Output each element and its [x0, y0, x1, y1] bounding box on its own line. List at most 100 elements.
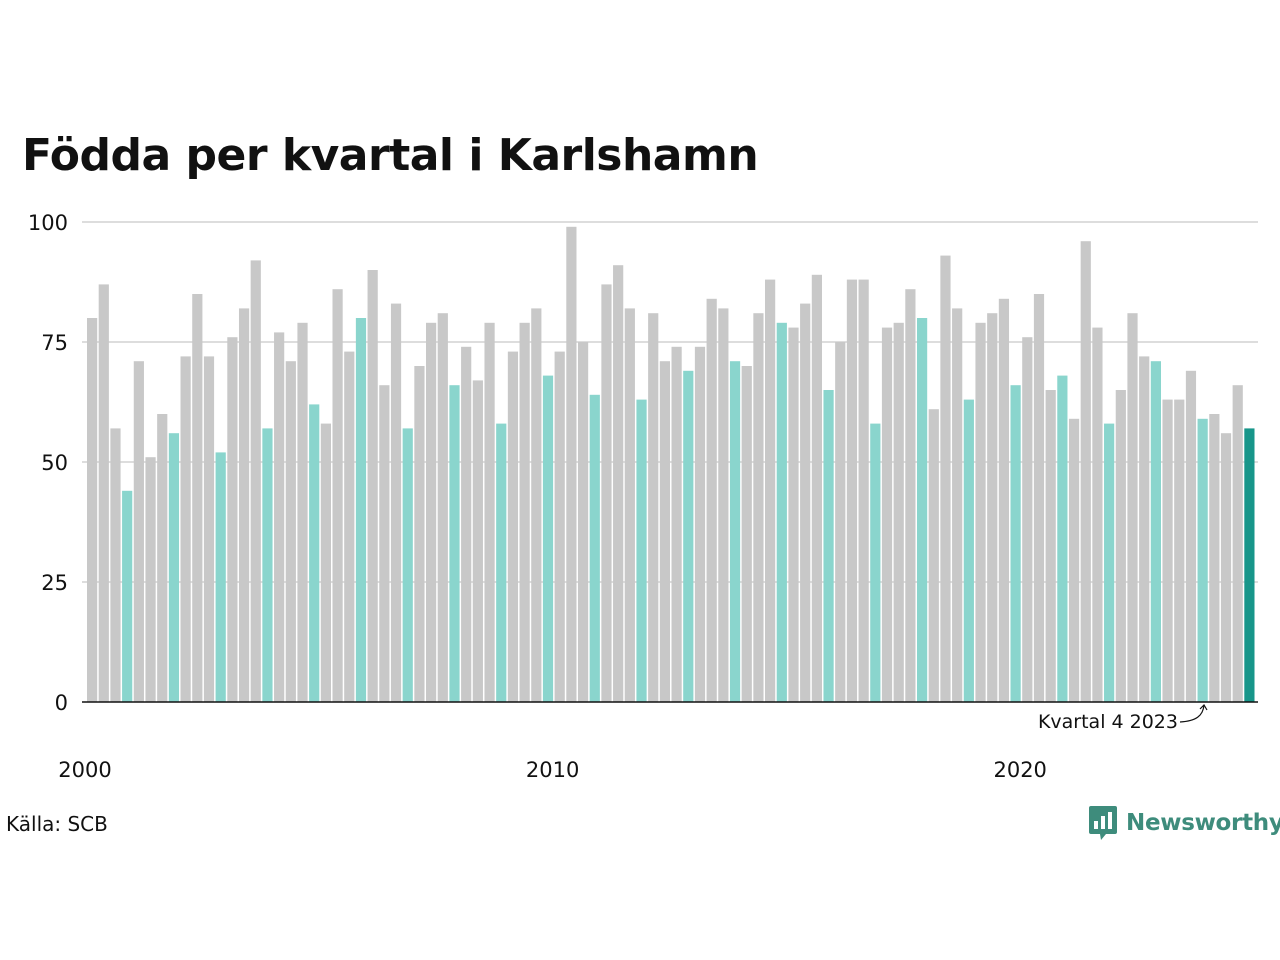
annotation-arrow — [1179, 704, 1205, 723]
bar — [1232, 385, 1243, 702]
bar — [1197, 418, 1208, 702]
bar — [192, 294, 203, 702]
bar — [1104, 423, 1115, 702]
bar — [402, 428, 413, 702]
bar — [1220, 433, 1232, 702]
bar — [893, 322, 904, 702]
bar — [706, 298, 717, 702]
bar — [987, 313, 998, 702]
bar — [1045, 390, 1056, 702]
bar — [1209, 414, 1220, 702]
y-tick-label: 25 — [41, 571, 68, 595]
bar — [998, 298, 1010, 702]
bar — [87, 318, 98, 702]
bar — [683, 370, 694, 702]
bar — [180, 356, 191, 702]
bar — [601, 284, 612, 702]
bar — [1080, 241, 1091, 702]
bar — [215, 452, 226, 702]
bar — [355, 318, 367, 702]
bar — [718, 308, 729, 702]
bar — [262, 428, 273, 702]
bar — [905, 289, 916, 702]
bar — [881, 327, 893, 702]
bar — [636, 399, 647, 702]
bar — [344, 351, 355, 702]
bar — [531, 308, 542, 702]
bar — [472, 380, 483, 702]
bar — [975, 322, 986, 702]
bar — [846, 279, 858, 702]
bar — [729, 361, 741, 702]
bar — [1068, 418, 1080, 702]
bar — [145, 457, 156, 702]
bar — [309, 404, 320, 702]
bar — [1127, 313, 1138, 702]
bar — [554, 351, 565, 702]
bar — [507, 351, 519, 702]
bar — [332, 289, 343, 702]
bar — [519, 322, 530, 702]
bar — [870, 423, 881, 702]
bar — [940, 255, 951, 702]
chart-title: Födda per kvartal i Karlshamn — [22, 130, 759, 181]
bar — [928, 409, 939, 702]
bar — [788, 327, 799, 702]
brand-logo[interactable]: Newsworthy — [1088, 804, 1280, 842]
bar — [589, 394, 600, 702]
bar — [1057, 375, 1068, 702]
bar — [1244, 428, 1255, 702]
bar — [227, 337, 238, 702]
bar — [250, 260, 261, 702]
bar — [1033, 294, 1045, 702]
annotation-arrowhead — [1199, 704, 1208, 711]
bar — [776, 322, 787, 702]
bar — [648, 313, 659, 702]
bar — [1185, 370, 1197, 702]
bar — [1092, 327, 1103, 702]
bar — [496, 423, 507, 702]
y-tick-label: 50 — [41, 451, 68, 475]
bar — [1162, 399, 1173, 702]
bar — [659, 361, 671, 702]
bar — [624, 308, 635, 702]
x-tick-label: 2010 — [526, 758, 579, 782]
bar — [1022, 337, 1033, 702]
annotation: Kvartal 4 2023 — [1038, 704, 1208, 733]
bar — [800, 303, 811, 702]
bar — [133, 361, 144, 702]
bar — [1150, 361, 1161, 702]
source-note: Källa: SCB — [6, 812, 108, 836]
bar — [414, 366, 425, 702]
bar — [613, 265, 624, 702]
newsworthy-icon — [1089, 806, 1117, 840]
bar — [484, 322, 495, 702]
bar — [238, 308, 250, 702]
bar — [1115, 390, 1126, 702]
y-tick-label: 75 — [41, 331, 68, 355]
bar — [98, 284, 109, 702]
bar — [1174, 399, 1185, 702]
bar — [320, 423, 331, 702]
bar — [566, 226, 577, 703]
annotation-label: Kvartal 4 2023 — [1038, 711, 1178, 733]
bar — [823, 390, 834, 702]
bar — [449, 385, 460, 702]
bar — [285, 361, 296, 702]
bar — [577, 342, 589, 702]
bar — [274, 332, 285, 702]
bar — [694, 346, 706, 702]
bar — [741, 366, 752, 702]
bar — [461, 346, 472, 702]
y-tick-label: 100 — [28, 211, 68, 235]
bar — [858, 279, 869, 702]
bar — [390, 303, 402, 702]
bar — [437, 313, 448, 702]
bar — [765, 279, 776, 702]
bar — [379, 385, 390, 702]
bars — [87, 226, 1255, 703]
bar — [168, 433, 180, 702]
bar — [297, 322, 308, 702]
x-tick-label: 2000 — [58, 758, 111, 782]
